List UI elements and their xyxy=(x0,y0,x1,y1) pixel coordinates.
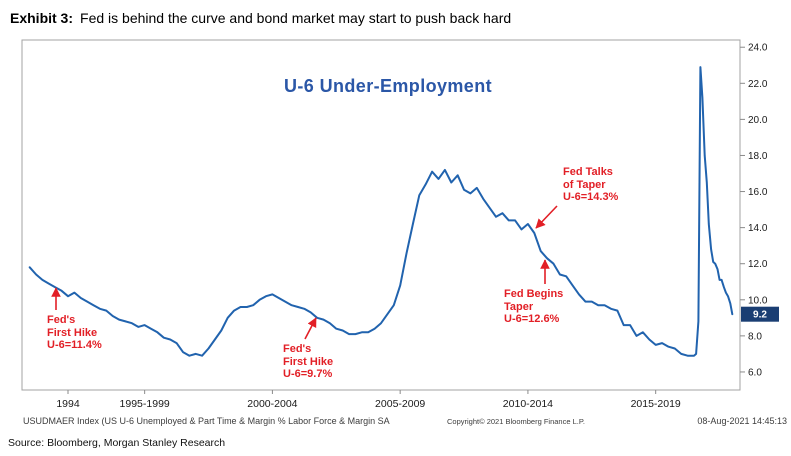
x-axis: 1994 1995-1999 2000-2004 2005-2009 2010-2014… xyxy=(56,390,681,410)
u6-line-series xyxy=(28,66,734,357)
annotation-label: Fed Begins Taper U-6=12.6% xyxy=(504,288,564,325)
timestamp-text: 08-Aug-2021 14:45:13 xyxy=(697,416,787,426)
exhibit-label: Exhibit 3: xyxy=(10,10,74,26)
x-tick-label: 2010-2014 xyxy=(503,398,553,410)
y-tick-label: 16.0 xyxy=(748,187,768,198)
annotation-arrow xyxy=(535,205,558,229)
y-tick-label: 20.0 xyxy=(748,115,768,126)
bloomberg-ticker-text: USUDMAER Index (US U-6 Unemployed & Part… xyxy=(23,416,390,426)
x-tick-label: 2000-2004 xyxy=(247,398,297,410)
annotation-arrows xyxy=(51,205,558,340)
y-tick-label: 6.0 xyxy=(748,367,762,378)
y-tick-label: 8.0 xyxy=(748,331,762,342)
plot-border xyxy=(21,39,741,391)
copyright-text: Copyright© 2021 Bloomberg Finance L.P. xyxy=(447,417,585,426)
page-title: Exhibit 3: Fed is behind the curve and bo… xyxy=(0,0,791,34)
y-tick-label: 10.0 xyxy=(748,295,768,306)
y-tick-label: 14.0 xyxy=(748,223,768,234)
exhibit-title-text: Fed is behind the curve and bond market … xyxy=(80,10,512,26)
annotation-arrow xyxy=(304,317,317,340)
x-tick-label: 2005-2009 xyxy=(375,398,425,410)
annotation-label: Fed's First Hike U-6=11.4% xyxy=(47,314,102,351)
y-tick-label: 22.0 xyxy=(748,79,768,90)
chart-title: U-6 Under-Employment xyxy=(284,76,492,96)
last-value-badge: 9.2 xyxy=(741,306,779,322)
annotation-label: Fed's First Hike U-6=9.7% xyxy=(283,343,334,380)
y-tick-label: 12.0 xyxy=(748,259,768,270)
y-tick-label: 18.0 xyxy=(748,151,768,162)
badge-background xyxy=(741,306,779,322)
annotation-label: Fed Talks of Taper U-6=14.3% xyxy=(563,166,619,203)
y-tick-label: 24.0 xyxy=(748,43,768,54)
chart-area: U-6 Under-Employment 24.0 22.0 20.0 18.0 16.… xyxy=(0,34,791,430)
badge-value: 9.2 xyxy=(753,310,767,321)
source-text: Source: Bloomberg, Morgan Stanley Resear… xyxy=(8,437,226,449)
x-tick-label: 2015-2019 xyxy=(631,398,681,410)
x-tick-label: 1994 xyxy=(56,398,80,410)
y-axis: 24.0 22.0 20.0 18.0 16.0 14.0 12.0 10.0 8.0 6.0 xyxy=(740,43,768,378)
x-tick-label: 1995-1999 xyxy=(120,398,170,410)
u6-underemployment-chart: U-6 Under-Employment 24.0 22.0 20.0 18.0 16.… xyxy=(21,39,787,426)
